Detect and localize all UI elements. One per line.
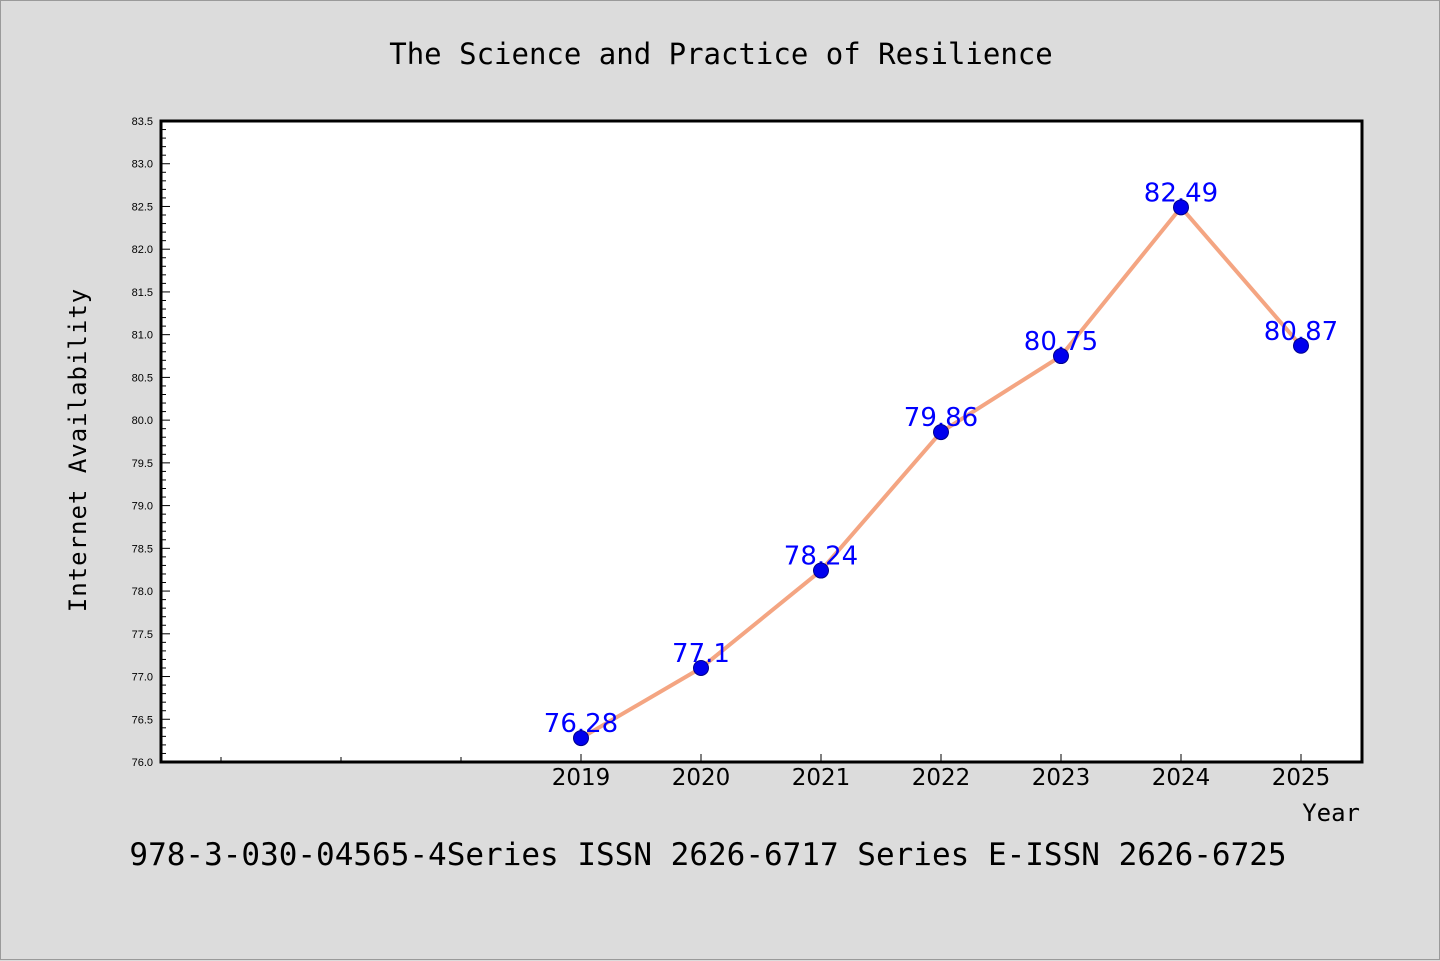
x-tick-label: 2024: [1152, 765, 1211, 791]
y-tick-label: 83.5: [132, 116, 153, 128]
plot-area: [159, 119, 1364, 764]
y-tick-label: 76.0: [132, 757, 153, 769]
data-point: [573, 730, 589, 747]
y-tick-label: 81.0: [132, 330, 153, 342]
y-axis-label: Internet Availability: [64, 288, 92, 612]
y-tick-label: 81.5: [132, 287, 153, 299]
y-tick-label: 82.5: [132, 201, 153, 213]
x-axis-label: Year: [1302, 799, 1360, 827]
data-point: [1173, 199, 1189, 216]
x-tick-label: 2021: [792, 765, 851, 791]
data-point: [1293, 337, 1309, 354]
y-tick-label: 79.5: [132, 458, 153, 470]
y-tick-label: 79.0: [132, 501, 153, 513]
x-tick-label: 2023: [1032, 765, 1091, 791]
y-tick-label: 80.0: [132, 415, 153, 427]
data-point: [813, 562, 829, 579]
data-point: [693, 659, 709, 676]
y-tick-label: 78.5: [132, 543, 153, 555]
footer-text: 978-3-030-04565-4Series ISSN 2626-6717 S…: [129, 837, 1286, 873]
x-tick-label: 2025: [1272, 765, 1331, 791]
y-tick-label: 78.0: [132, 586, 153, 598]
data-point: [1053, 348, 1069, 365]
x-tick-label: 2019: [552, 765, 611, 791]
x-axis: 2019 2020 2021 2022 2023 2024 2025: [220, 754, 1331, 791]
y-tick-label: 82.0: [132, 244, 153, 256]
chart-title: The Science and Practice of Resilience: [389, 37, 1052, 71]
x-tick-label: 2022: [912, 765, 971, 791]
y-tick-label: 80.5: [132, 372, 153, 384]
y-tick-label: 77.0: [132, 672, 153, 684]
y-tick-label: 76.5: [132, 714, 153, 726]
y-tick-label: 83.0: [132, 159, 153, 171]
x-tick-label: 2020: [672, 765, 731, 791]
data-point: [933, 424, 949, 441]
y-axis: 76.0 76.5 77.0 77.5 78.0 78.5 79.0 79.5 80.0 80.5…: [132, 116, 170, 769]
y-tick-label: 77.5: [132, 629, 153, 641]
